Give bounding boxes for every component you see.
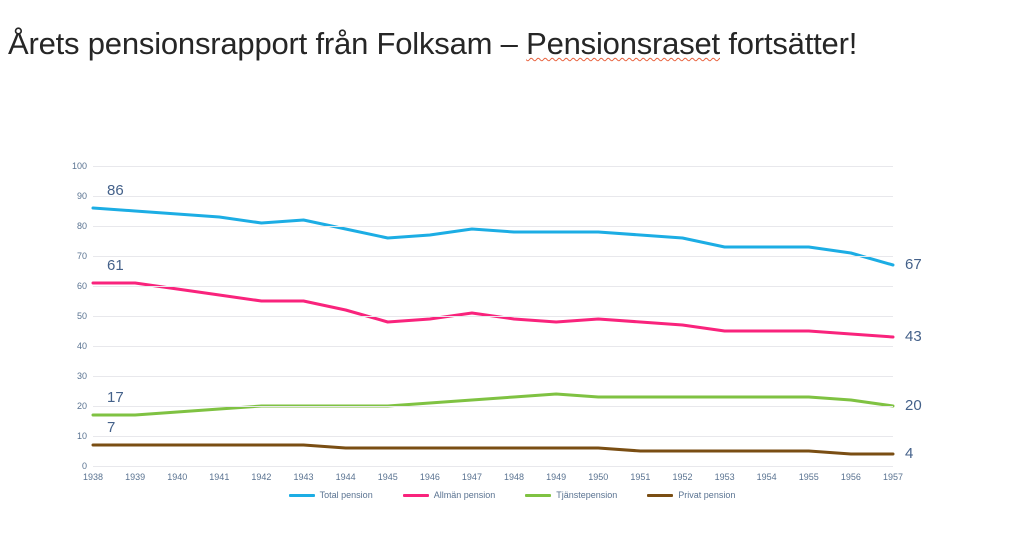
series-end-value-label: 4 <box>905 445 914 462</box>
page-title-part1: Årets pensionsrapport från Folksam – <box>8 26 527 61</box>
x-axis-tick-label: 1947 <box>461 472 482 482</box>
series-line <box>91 443 895 456</box>
gridline <box>93 166 893 167</box>
x-axis-tick-label: 1954 <box>756 472 777 482</box>
series-end-value-label: 43 <box>905 328 922 345</box>
page-title: Årets pensionsrapport från Folksam – Pen… <box>8 24 1008 64</box>
y-axis-tick-label: 30 <box>76 371 87 381</box>
x-axis-tick-label: 1941 <box>209 472 230 482</box>
chart-series-lines <box>91 206 895 456</box>
gridline <box>93 436 893 437</box>
page-title-highlight: Pensionsraset <box>526 26 720 61</box>
series-end-value-label: 20 <box>905 397 922 414</box>
gridline <box>93 286 893 287</box>
legend-color-swatch <box>288 493 315 497</box>
gridline <box>93 226 893 227</box>
gridline <box>93 376 893 377</box>
chart-legend: Total pension Allmän pension Tjänstepensio… <box>0 490 1024 500</box>
x-axis-tick-label: 1942 <box>251 472 272 482</box>
series-start-value-label: 7 <box>107 419 116 436</box>
pension-line-chart: 0 10 20 30 40 50 60 70 80 90 100 1938 1939 1940 1941 1… <box>0 150 1024 520</box>
legend-item[interactable]: Privat pension <box>647 490 735 500</box>
y-axis-tick-label: 0 <box>81 461 87 471</box>
legend-color-swatch <box>525 493 552 497</box>
gridline <box>93 256 893 257</box>
x-axis-tick-label: 1957 <box>882 472 904 482</box>
y-axis-tick-label: 70 <box>76 251 87 261</box>
legend-item[interactable]: Tjänstepension <box>525 490 617 500</box>
series-end-value-label: 67 <box>905 256 922 273</box>
x-axis-tick-label: 1949 <box>546 472 567 482</box>
x-axis-tick-label: 1940 <box>167 472 188 482</box>
legend-item[interactable]: Allmän pension <box>402 490 496 500</box>
series-line <box>91 206 895 267</box>
gridline <box>93 406 893 407</box>
x-axis-tick-label: 1955 <box>798 472 819 482</box>
legend-label: Privat pension <box>678 490 736 500</box>
page-title-part3: fortsätter! <box>719 26 858 61</box>
x-axis-tick-label: 1956 <box>840 472 861 482</box>
y-axis-tick-label: 100 <box>71 161 87 171</box>
x-axis-tick-label: 1952 <box>672 472 693 482</box>
y-axis-tick-label: 80 <box>76 221 87 231</box>
x-axis-tick-label: 1938 <box>82 472 104 482</box>
x-axis-tick-label: 1946 <box>419 472 440 482</box>
x-axis-tick-label: 1945 <box>377 472 398 482</box>
legend-label: Allmän pension <box>433 490 496 500</box>
gridline <box>93 196 893 197</box>
legend-color-swatch <box>647 493 674 497</box>
x-axis-tick-label: 1953 <box>714 472 735 482</box>
legend-color-swatch <box>402 493 429 497</box>
gridline <box>93 316 893 317</box>
series-start-value-label: 61 <box>107 257 124 274</box>
y-axis-tick-label: 50 <box>76 311 87 321</box>
legend-label: Total pension <box>319 490 373 500</box>
series-line <box>91 281 895 339</box>
x-axis-tick-label: 1951 <box>630 472 651 482</box>
gridline <box>93 346 893 347</box>
y-axis-tick-label: 20 <box>76 401 87 411</box>
x-axis-tick-label: 1944 <box>335 472 356 482</box>
series-line <box>91 392 895 417</box>
x-axis-tick-label: 1943 <box>293 472 314 482</box>
chart-plot-area <box>91 166 895 467</box>
y-axis-tick-label: 90 <box>76 191 87 201</box>
gridline <box>93 466 893 467</box>
y-axis-tick-label: 40 <box>76 341 87 351</box>
x-axis-tick-label: 1948 <box>504 472 525 482</box>
x-axis-tick-label: 1939 <box>125 472 146 482</box>
legend-label: Tjänstepension <box>556 490 618 500</box>
y-axis-tick-label: 10 <box>76 431 87 441</box>
series-start-value-label: 86 <box>107 182 124 199</box>
x-axis-tick-label: 1950 <box>588 472 609 482</box>
legend-item[interactable]: Total pension <box>288 490 373 500</box>
y-axis-tick-label: 60 <box>76 281 87 291</box>
series-start-value-label: 17 <box>107 389 124 406</box>
